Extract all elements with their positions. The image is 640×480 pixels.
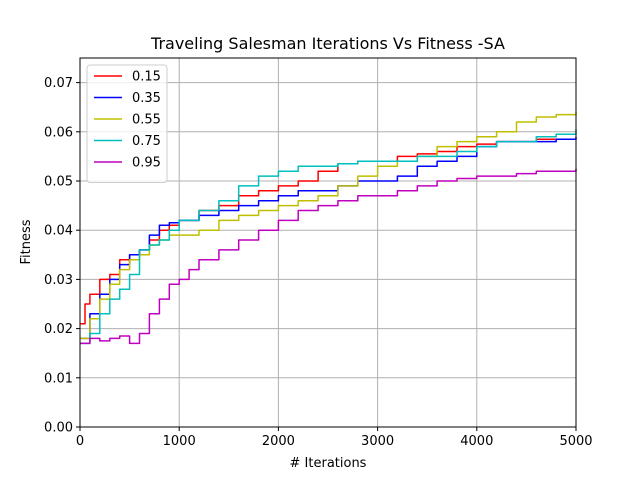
axis-ticks: 0 1000 2000 3000 4000 5000 0.00 0.01 0.02 0.03 0.0… — [44, 76, 593, 449]
y-tick-label: 0.05 — [44, 175, 73, 190]
y-tick-label: 0.04 — [44, 224, 73, 239]
legend-label: 0.35 — [132, 91, 161, 106]
series-line-0.55 — [80, 112, 577, 340]
y-tick-label: 0.01 — [44, 371, 73, 386]
legend-label: 0.55 — [132, 113, 161, 128]
x-tick-label: 1000 — [163, 434, 196, 449]
legend-box — [86, 64, 168, 183]
x-tick-label: 0 — [76, 434, 84, 449]
x-tick-label: 2000 — [262, 434, 295, 449]
y-tick-label: 0.06 — [44, 125, 73, 140]
chart-title: Traveling Salesman Iterations Vs Fitness… — [150, 34, 505, 53]
series-line-0.75 — [80, 129, 577, 345]
plot-frame — [79, 57, 577, 428]
legend-label: 0.95 — [132, 156, 161, 171]
y-tick-label: 0.02 — [44, 322, 73, 337]
x-tick-label: 3000 — [361, 434, 394, 449]
y-axis-label: Fitness — [19, 219, 34, 264]
x-axis-label: # Iterations — [290, 456, 367, 471]
legend-label: 0.75 — [132, 134, 161, 149]
series-layer — [80, 112, 577, 345]
legend-label: 0.15 — [132, 70, 161, 85]
x-tick-label: 4000 — [460, 434, 493, 449]
y-tick-label: 0.00 — [44, 421, 73, 436]
legend: 0.15 0.35 0.55 0.75 0.95 — [86, 64, 168, 183]
y-tick-label: 0.03 — [44, 273, 73, 288]
x-tick-label: 5000 — [559, 434, 592, 449]
y-tick-label: 0.07 — [44, 76, 73, 91]
series-line-0.95 — [80, 168, 577, 345]
